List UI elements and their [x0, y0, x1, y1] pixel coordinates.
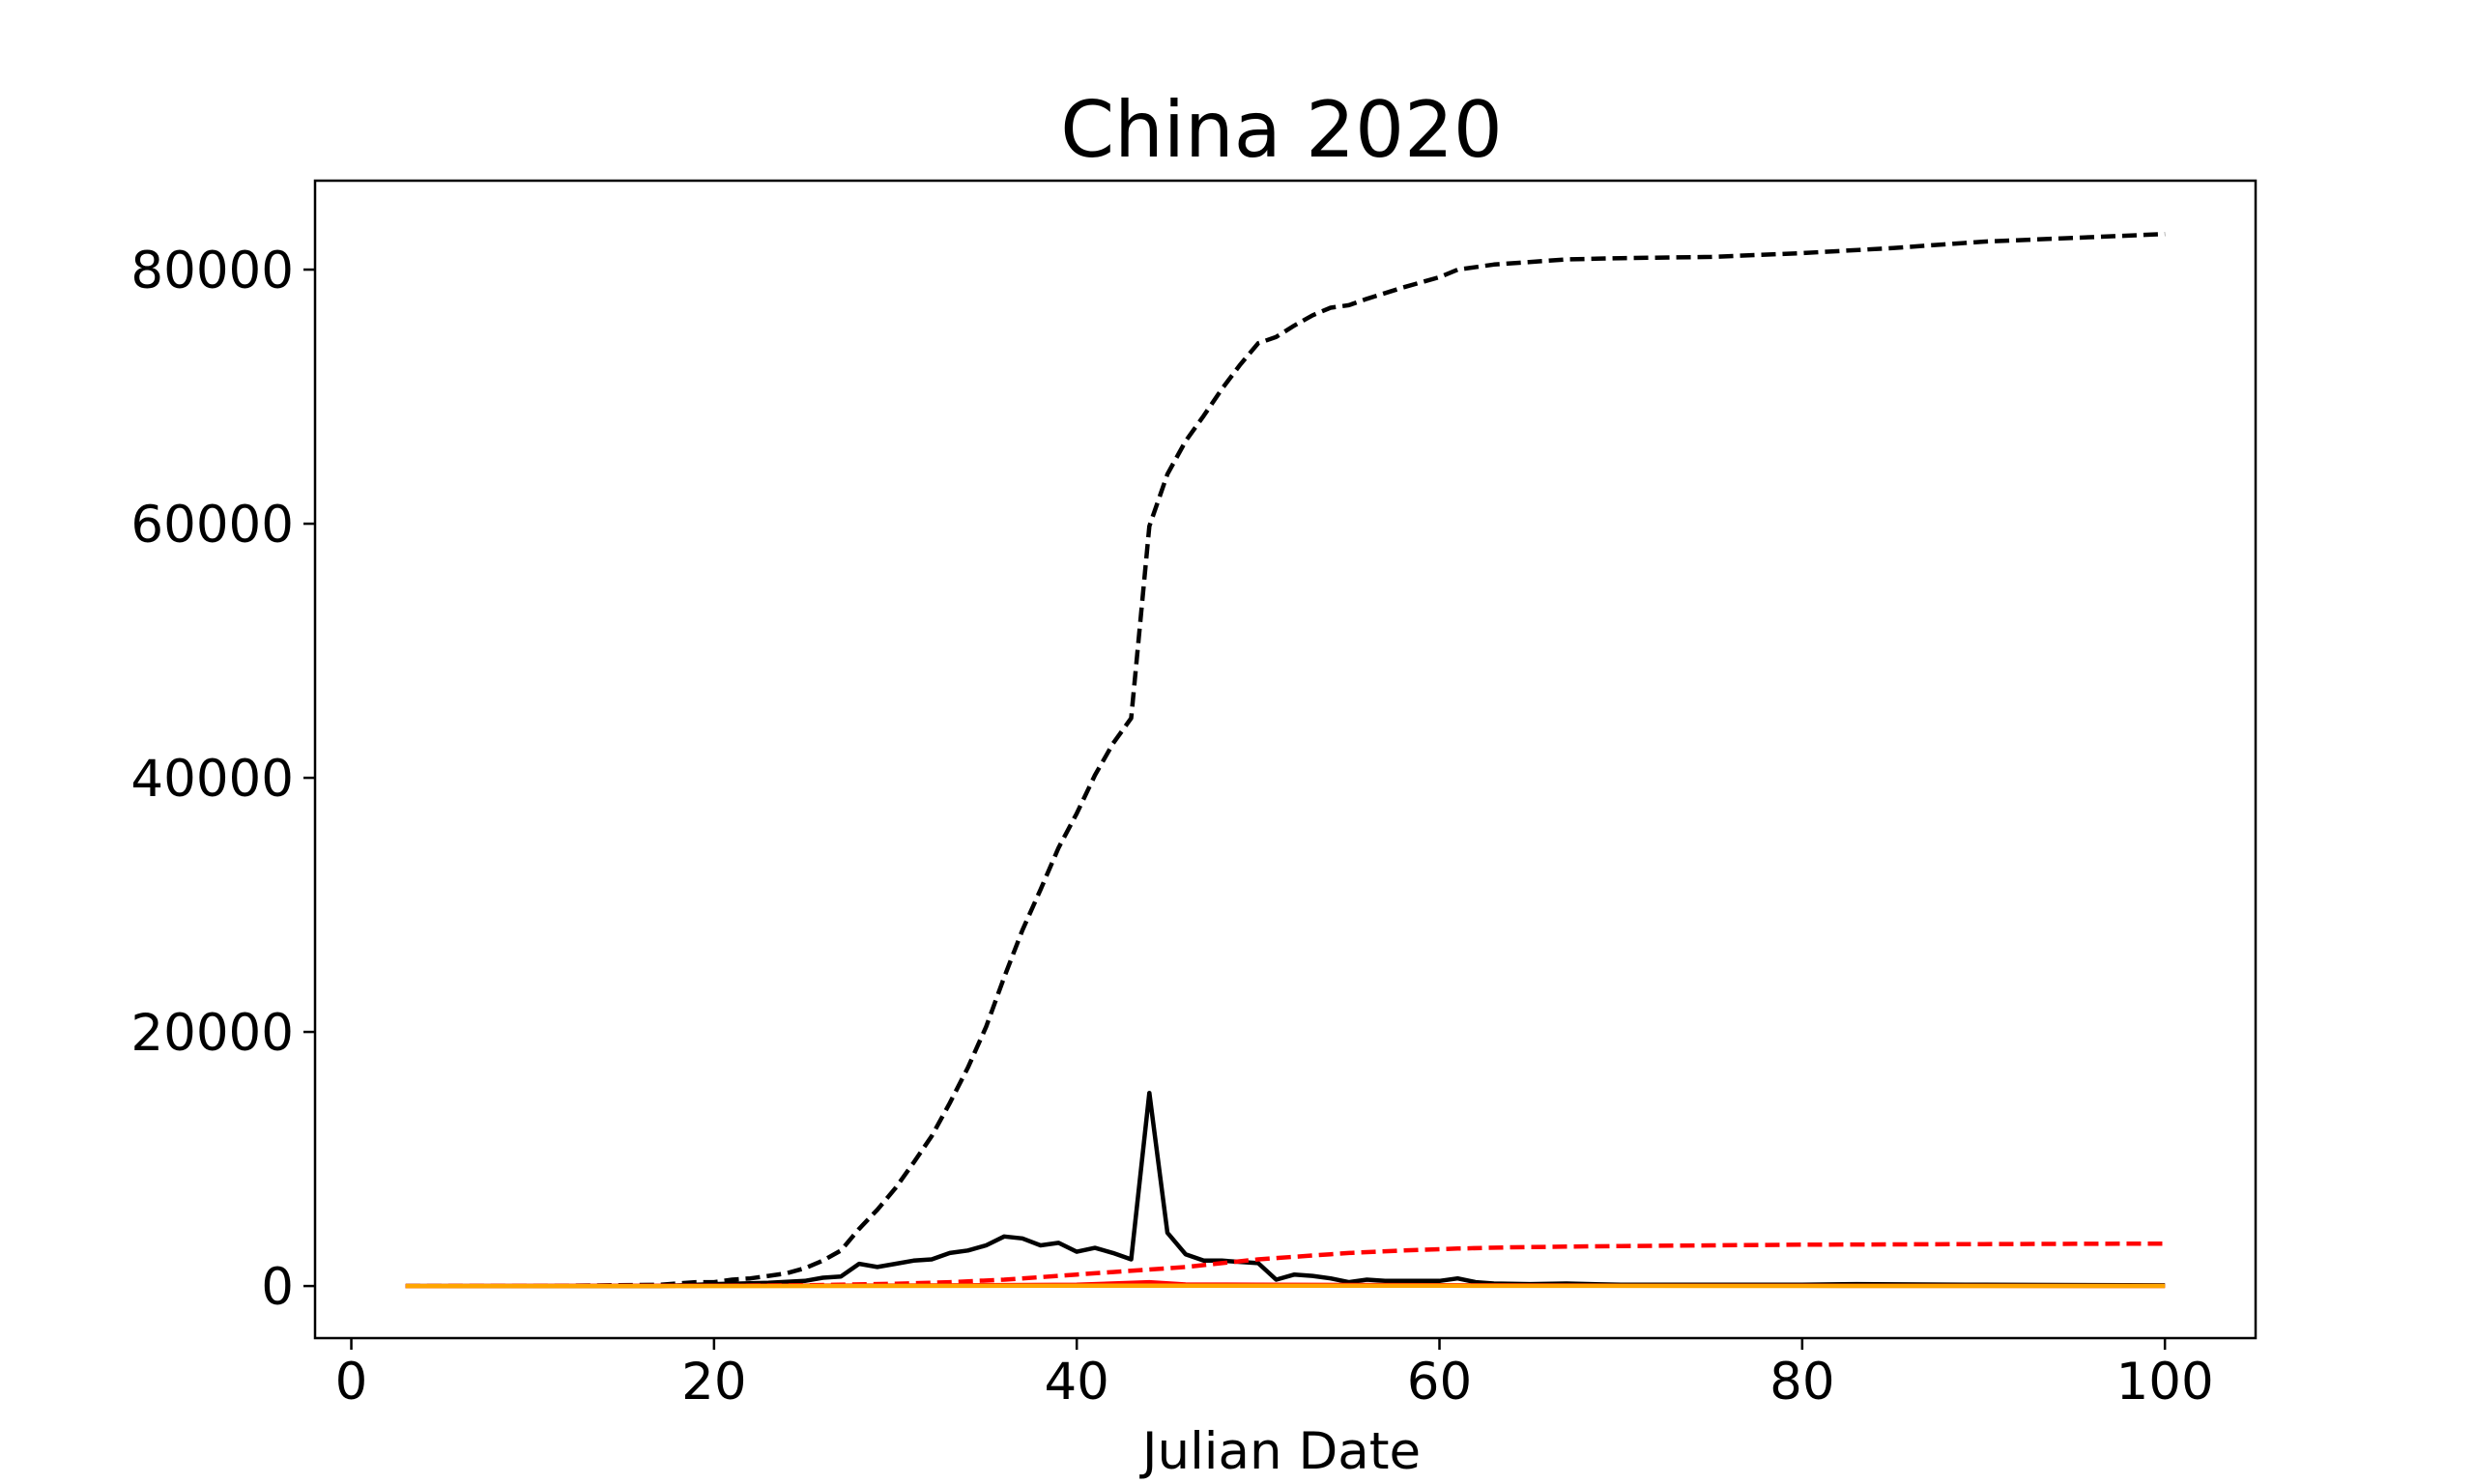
x-tick-label: 60 [1407, 1353, 1472, 1412]
x-tick-label: 40 [1044, 1353, 1108, 1412]
x-axis: 0 20 40 60 80 100 [335, 1338, 2214, 1412]
axes-frame [313, 179, 2258, 1340]
y-tick-label: 0 [261, 1258, 294, 1317]
y-axis: 0 20000 40000 60000 80000 [130, 242, 315, 1317]
y-tick-label: 20000 [130, 1004, 294, 1063]
series-line-1 [405, 231, 2166, 1289]
x-tick-label: 0 [335, 1353, 368, 1412]
x-tick-label: 80 [1769, 1353, 1834, 1412]
y-tick-label: 80000 [130, 242, 294, 300]
series-line-3 [405, 1241, 2166, 1289]
x-axis-label: Julian Date [1139, 1422, 1421, 1481]
x-tick-label: 20 [681, 1353, 746, 1412]
plot-area [405, 231, 2166, 1289]
chart-title: China 2020 [1060, 85, 1503, 175]
series-line-2 [405, 1090, 2166, 1289]
y-tick-label: 60000 [130, 496, 294, 555]
y-tick-label: 40000 [130, 750, 294, 809]
x-tick-label: 100 [2116, 1353, 2214, 1412]
